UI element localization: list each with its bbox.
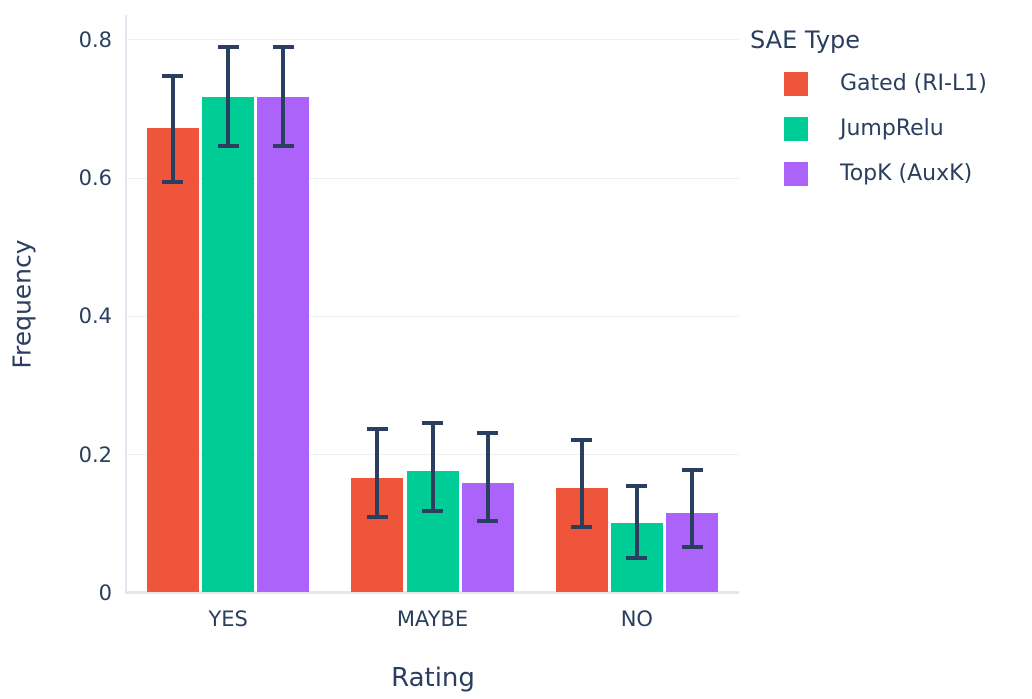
legend-item-label: Gated (RI-L1) (840, 71, 987, 96)
error-bar-cap (681, 467, 703, 472)
legend-item-topk[interactable]: TopK (AuxK) (784, 162, 987, 186)
error-bar-line (430, 422, 435, 511)
grid-line (126, 39, 739, 41)
bar (202, 96, 255, 592)
error-bar-cap (272, 44, 294, 49)
y-tick-label: 0.8 (78, 27, 112, 52)
error-bar-line (281, 46, 286, 146)
error-bar-cap (681, 545, 703, 550)
error-bar-cap (217, 143, 239, 148)
error-bar-cap (422, 420, 443, 425)
error-bar-cap (272, 143, 294, 148)
legend-swatch-topk-icon (784, 162, 808, 186)
error-bar-line (170, 75, 175, 182)
legend-swatch-jumprelu-icon (784, 117, 808, 141)
error-bar-line (485, 433, 490, 522)
legend: SAE Type Gated (RI-L1) JumpRelu TopK (Au… (750, 24, 987, 207)
legend-swatch-gated-icon (784, 72, 808, 96)
error-bar-cap (477, 431, 499, 436)
y-tick-label: 0.6 (78, 166, 112, 191)
error-bar-cap (217, 44, 239, 49)
grid-line (126, 177, 739, 179)
error-bar-cap (162, 179, 184, 184)
legend-item-jumprelu[interactable]: JumpRelu (784, 117, 987, 141)
error-bar-cap (366, 514, 388, 519)
error-bar-line (634, 485, 639, 559)
error-bar-cap (162, 73, 184, 78)
error-bar-cap (626, 556, 648, 561)
legend-title: SAE Type (750, 26, 861, 54)
x-tick-label: MAYBE (396, 607, 469, 631)
error-bar-cap (422, 508, 443, 513)
error-bar-line (375, 429, 380, 517)
error-bar-cap (571, 437, 593, 442)
error-bar-cap (366, 427, 388, 432)
y-axis-line (125, 15, 127, 594)
legend-item-label: JumpRelu (840, 116, 944, 141)
bar (146, 128, 199, 592)
error-bar-line (690, 469, 695, 548)
error-bar-cap (571, 525, 593, 530)
x-tick-label: YES (208, 607, 248, 631)
bar (257, 96, 310, 592)
error-bar-cap (626, 483, 648, 488)
x-axis-title: Rating (391, 663, 475, 693)
legend-item-gated[interactable]: Gated (RI-L1) (784, 72, 987, 96)
y-tick-label: 0.2 (78, 442, 112, 467)
y-tick-label: 0.4 (78, 304, 112, 329)
error-bar-line (579, 439, 584, 528)
error-bar-cap (477, 519, 499, 524)
x-axis-line (126, 591, 739, 594)
grid-line (126, 315, 739, 317)
error-bar-line (226, 46, 231, 146)
x-tick-label: NO (620, 607, 653, 631)
y-tick-label: 0 (98, 581, 112, 605)
legend-item-label: TopK (AuxK) (840, 161, 973, 186)
